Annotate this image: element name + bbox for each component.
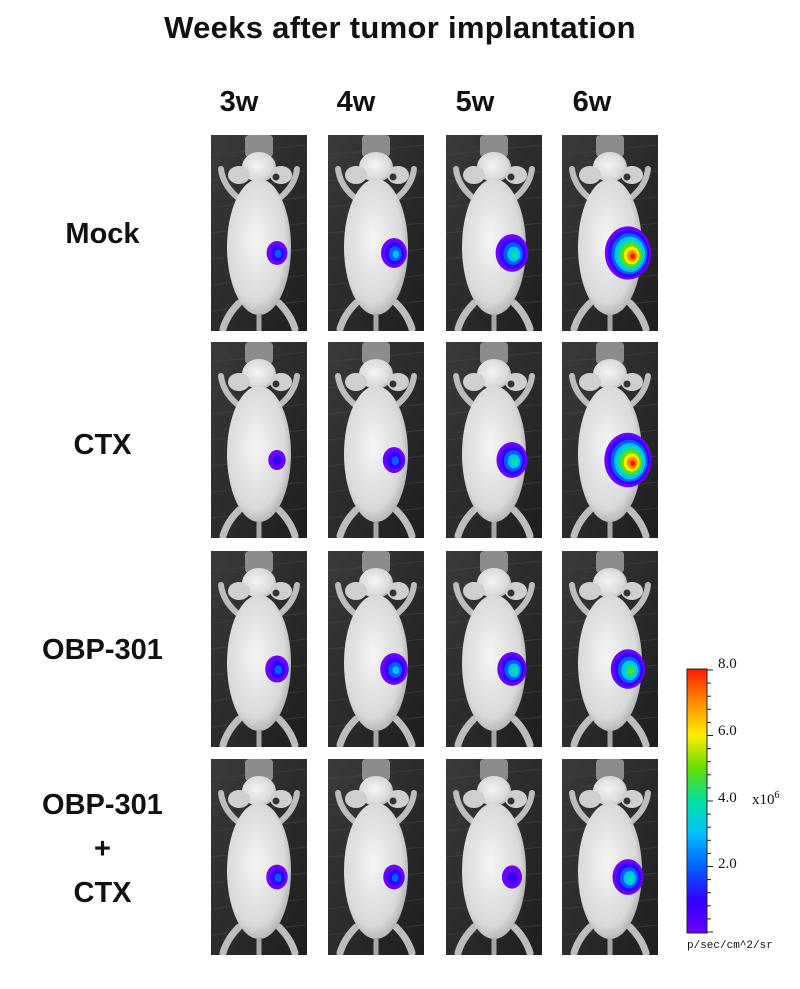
scale-tick-label: 4.0 [718, 790, 737, 806]
mouse-image-panel [562, 551, 658, 747]
mouse-image-panel [446, 759, 542, 955]
week-label-5w: 5w [455, 86, 495, 118]
scale-multiplier-base: x10 [752, 792, 775, 808]
group-label-mock: Mock [0, 213, 205, 255]
mouse-image-panel [562, 759, 658, 955]
group-label-line: OBP-301 [42, 634, 163, 666]
luminescence-color-scale [686, 668, 713, 934]
color-scale-bar [686, 668, 708, 934]
group-label-line: + [94, 833, 111, 865]
group-label-obp301-ctx: OBP-301 + CTX [0, 783, 205, 915]
mouse-image-panel [446, 551, 542, 747]
mouse-image-panel [328, 759, 424, 955]
scale-multiplier: x106 [752, 790, 780, 809]
mouse-image-panel [211, 342, 307, 538]
group-label-line: CTX [73, 429, 132, 461]
mouse-image-panel [211, 551, 307, 747]
mouse-image-panel [328, 342, 424, 538]
scale-tick-label: 8.0 [718, 656, 737, 672]
mouse-image-panel [328, 551, 424, 747]
mouse-image-panel [562, 342, 658, 538]
week-label-6w: 6w [572, 86, 612, 118]
group-label-line: OBP-301 [42, 789, 163, 821]
week-label-3w: 3w [219, 86, 259, 118]
group-label-obp301: OBP-301 [0, 629, 205, 671]
mouse-image-panel [211, 135, 307, 331]
mouse-image-panel [446, 135, 542, 331]
figure-title: Weeks after tumor implantation [164, 10, 636, 45]
mouse-image-panel [211, 759, 307, 955]
week-label-4w: 4w [336, 86, 376, 118]
scale-tick-label: 6.0 [718, 723, 737, 739]
mouse-image-panel [328, 135, 424, 331]
scale-tick-label: 2.0 [718, 856, 737, 872]
mouse-image-panel [562, 135, 658, 331]
group-label-line: Mock [65, 218, 140, 250]
group-label-line: CTX [73, 877, 132, 909]
scale-multiplier-exponent: 6 [774, 790, 780, 801]
mouse-image-panel [446, 342, 542, 538]
scale-unit-label: p/sec/cm^2/sr [687, 940, 773, 952]
group-label-ctx: CTX [0, 424, 205, 466]
